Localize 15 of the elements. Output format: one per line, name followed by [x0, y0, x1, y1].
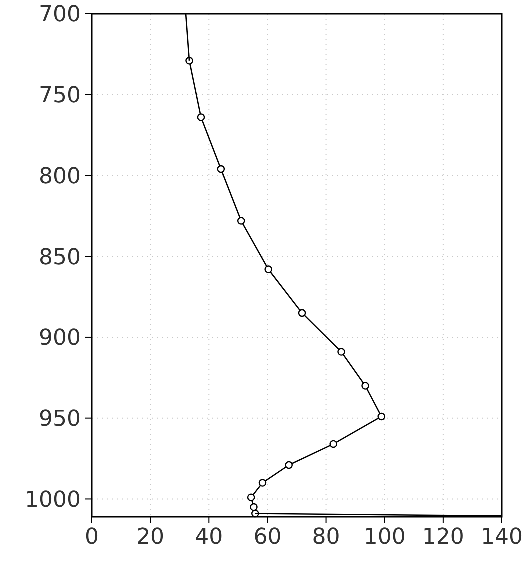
y-tick-label: 800 [39, 164, 81, 190]
x-tick-label: 60 [254, 525, 282, 550]
x-tick-label: 80 [312, 525, 340, 550]
y-tick-label: 900 [39, 326, 81, 352]
x-tick-label: 0 [85, 525, 99, 550]
x-tick-label: 20 [136, 525, 165, 550]
x-tick-label: 40 [195, 525, 224, 550]
x-tick-label: 140 [481, 525, 523, 550]
x-tick-label: 100 [364, 525, 406, 550]
y-tick-label: 950 [39, 407, 81, 432]
x-tick-label: 120 [422, 525, 464, 550]
y-tick-label: 750 [39, 84, 81, 109]
y-tick-label: 1000 [25, 488, 81, 513]
y-tick-label: 700 [39, 2, 81, 28]
y-tick-label: 850 [39, 245, 81, 270]
